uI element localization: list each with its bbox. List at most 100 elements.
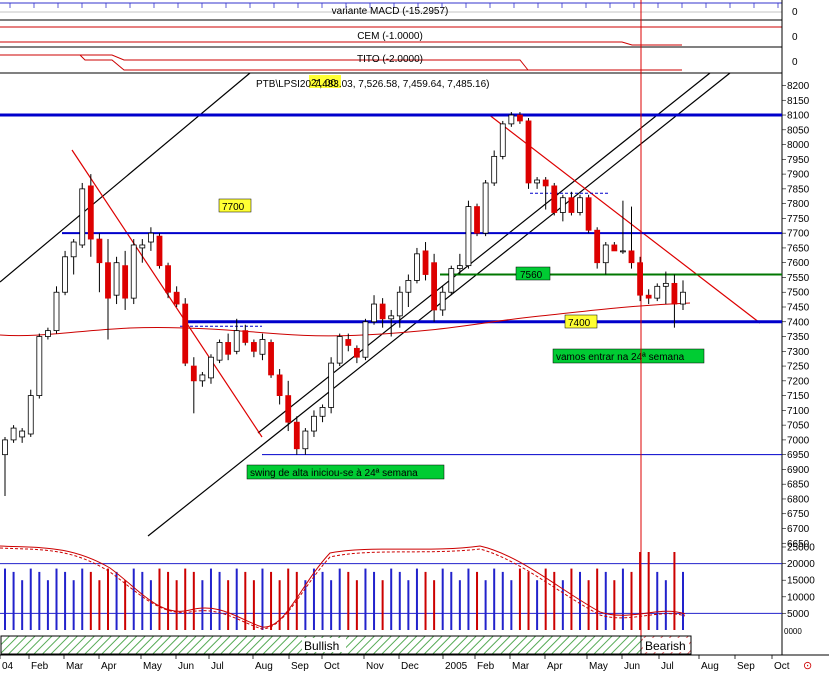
y-tick-label: 7150 — [787, 391, 810, 402]
oscillator-line — [0, 545, 686, 628]
candle — [388, 309, 395, 337]
cem-zero-label-a: 0 — [792, 32, 798, 43]
candle — [233, 318, 240, 355]
y-tick-label: 7950 — [787, 155, 810, 166]
candle — [139, 239, 146, 263]
volume-tick-label: 25000 — [787, 543, 815, 554]
candle — [122, 250, 129, 310]
tito-zero-label-a: 0 — [792, 57, 798, 68]
candle — [628, 206, 635, 269]
main-title: PTB\LPSI20 7,483.03, 7,526.58, 7,459.64,… — [256, 79, 490, 90]
candle — [594, 227, 601, 269]
x-tick-label: Feb — [31, 661, 49, 672]
x-tick-label: Feb — [477, 661, 495, 672]
candle — [559, 194, 566, 222]
moving-average — [0, 302, 691, 337]
x-tick-label: Jul — [661, 661, 674, 672]
x-tick-label: Aug — [255, 661, 273, 672]
y-tick-label: 6950 — [787, 450, 810, 461]
candle — [345, 333, 352, 352]
candle — [173, 286, 180, 307]
y-tick-label: 8000 — [787, 140, 810, 151]
candle — [611, 242, 618, 252]
horizontal-levels — [0, 113, 782, 456]
x-tick-label: Apr — [101, 661, 117, 672]
x-tick-label: Dec — [401, 661, 419, 672]
x-tick-label: May — [589, 661, 608, 672]
oscillator-signal — [0, 547, 686, 630]
downtrend-2005 — [487, 113, 761, 324]
candle — [499, 120, 506, 160]
y-tick-label: 7750 — [787, 214, 810, 225]
candle — [654, 283, 661, 302]
candle — [431, 253, 438, 322]
candle — [379, 298, 386, 328]
candle — [474, 203, 480, 237]
y-tick-label: 7200 — [787, 376, 810, 387]
settings-icon[interactable]: ⊙ — [803, 660, 812, 672]
candle — [190, 357, 197, 414]
y-tick-label: 7900 — [787, 170, 810, 181]
candle — [199, 371, 206, 387]
x-tick-label: Jul — [211, 661, 224, 672]
price-badge: 21.00 — [311, 78, 336, 89]
candle — [456, 253, 463, 275]
y-tick-label: 7850 — [787, 184, 810, 195]
x-tick-label: May — [143, 661, 162, 672]
volume-panel: 25000 20000 15000 10000 5000 0000 — [0, 543, 815, 636]
candle — [414, 247, 420, 284]
y-tick-label: 7000 — [787, 435, 810, 446]
candle — [250, 339, 257, 358]
candle — [156, 233, 163, 269]
x-tick-label: Aug — [701, 661, 719, 672]
candle — [147, 227, 154, 251]
bullish-label-bg — [302, 638, 346, 652]
x-tick-label: Apr — [547, 661, 563, 672]
bearish-label-bg — [643, 638, 689, 652]
macd-ticks — [9, 3, 779, 8]
x-tick-label: Sep — [737, 661, 755, 672]
y-tick-label: 7250 — [787, 362, 810, 373]
ma-line — [0, 302, 691, 337]
y-tick-label: 7700 — [787, 229, 810, 240]
tito-title: TITO (-2.0000) — [357, 54, 423, 65]
candle — [465, 200, 472, 269]
label-7560: 7560 — [520, 270, 543, 281]
candle — [10, 425, 17, 443]
x-tick-label: Mar — [66, 661, 84, 672]
label-7400-bg — [564, 314, 598, 329]
cem-panel: CEM (-1.0000) — [0, 26, 782, 48]
candle — [620, 200, 626, 254]
candle — [285, 380, 292, 432]
y-tick-label: 7350 — [787, 332, 810, 343]
candle — [27, 389, 34, 437]
note-entrar-bg — [552, 348, 705, 364]
volume-tick-label: 15000 — [787, 576, 815, 587]
candle — [517, 112, 523, 124]
y-tick-label: 7100 — [787, 406, 810, 417]
note-swing-bg — [246, 464, 445, 480]
x-tick-label: Sep — [291, 661, 309, 672]
candle — [637, 256, 643, 302]
y-tick-label: 6650 — [787, 539, 810, 550]
volume-bottom-label: 0000 — [784, 627, 802, 636]
y-tick-label: 7800 — [787, 199, 810, 210]
x-tick-label: Oct — [774, 661, 790, 672]
x-tick-label: Nov — [366, 661, 384, 672]
candle — [551, 182, 558, 216]
y-tick-label: 7400 — [787, 317, 810, 328]
candle — [482, 180, 489, 237]
note-entrar: vamos entrar na 24ª semana — [556, 352, 685, 363]
volume-tick-label: 10000 — [787, 592, 815, 603]
price-axis: 6650 6700 6750 6800 6850 6900 6950 7000 7050 7100… — [782, 81, 810, 550]
macd-zero-label: 0 — [792, 7, 798, 18]
y-tick-label: 8150 — [787, 96, 810, 107]
x-tick-label: Oct — [324, 661, 340, 672]
y-tick-label: 7050 — [787, 421, 810, 432]
candle — [362, 318, 369, 361]
volume-tick-label: 5000 — [787, 609, 810, 620]
candle — [216, 339, 223, 364]
y-tick-label: 7500 — [787, 288, 810, 299]
downtrend-2004 — [71, 149, 263, 438]
